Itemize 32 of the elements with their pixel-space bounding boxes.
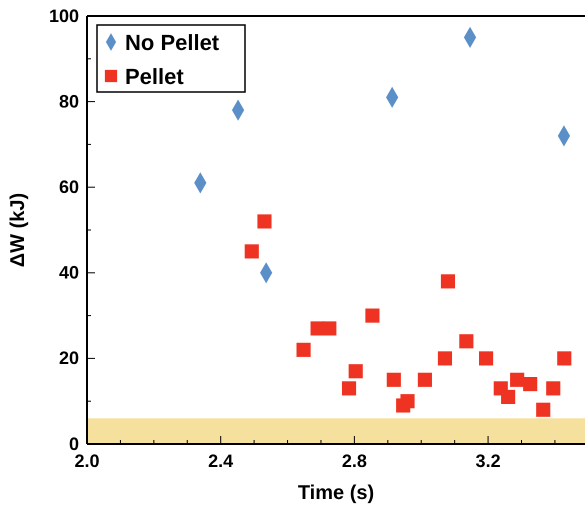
point	[342, 381, 356, 396]
point	[348, 364, 363, 378]
point	[322, 321, 336, 336]
y-tick-label: 40	[58, 262, 79, 283]
legend-label: No Pellet	[125, 30, 220, 55]
y-tick-label: 80	[58, 91, 79, 112]
y-axis-title: ΔW (kJ)	[7, 192, 29, 268]
point	[523, 377, 538, 392]
x-tick-label: 2.8	[342, 450, 367, 471]
point	[418, 372, 432, 387]
point	[510, 372, 524, 387]
point	[546, 381, 560, 396]
point	[557, 351, 572, 366]
point	[396, 398, 410, 413]
point	[478, 351, 494, 366]
point	[536, 402, 550, 417]
legend-label: Pellet	[125, 64, 184, 89]
point	[386, 372, 401, 387]
y-tick-label: 100	[48, 6, 79, 26]
point	[459, 334, 474, 348]
point	[501, 390, 516, 404]
point	[365, 308, 380, 323]
y-tick-label: 20	[58, 348, 79, 368]
point	[440, 274, 456, 288]
y-tick-label: 60	[58, 176, 79, 197]
x-axis-title: Time (s)	[298, 482, 374, 504]
point	[438, 351, 452, 366]
point	[257, 214, 272, 229]
point	[296, 342, 311, 357]
point	[244, 244, 259, 258]
x-tick-label: 2.4	[208, 450, 234, 471]
x-tick-label: 3.2	[476, 450, 501, 471]
